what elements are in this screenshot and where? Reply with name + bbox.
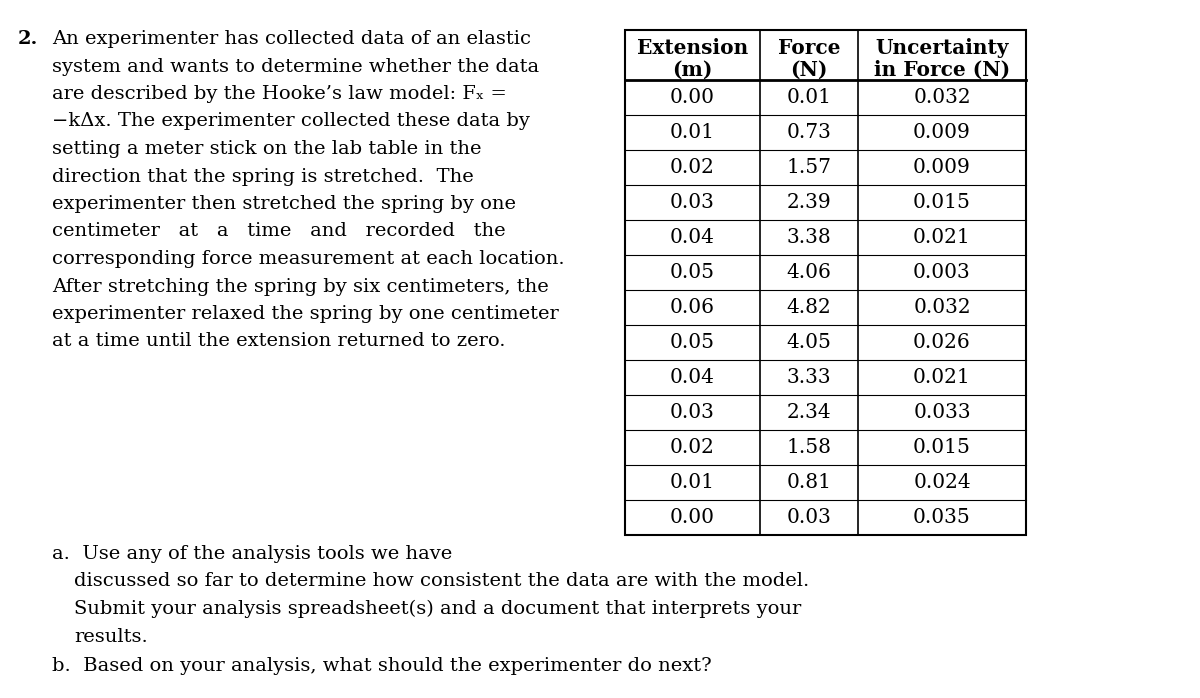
Text: 0.021: 0.021 [913,368,971,387]
Text: experimenter then stretched the spring by one: experimenter then stretched the spring b… [52,195,516,213]
Text: Uncertainty: Uncertainty [875,38,1009,58]
Text: 0.73: 0.73 [786,123,832,142]
Text: 0.02: 0.02 [670,158,715,177]
Text: 0.01: 0.01 [786,88,832,107]
Text: 0.01: 0.01 [670,123,715,142]
Text: 2.: 2. [18,30,38,48]
Text: 0.026: 0.026 [913,333,971,352]
Text: in Force (N): in Force (N) [874,60,1010,80]
Bar [625,30,1026,535]
Text: 0.03: 0.03 [670,403,715,422]
Text: 0.01: 0.01 [670,473,715,492]
Text: 0.024: 0.024 [913,473,971,492]
Text: 0.032: 0.032 [913,298,971,317]
Text: direction that the spring is stretched.  The: direction that the spring is stretched. … [52,168,474,186]
Text: Extension: Extension [637,38,748,58]
Text: Force: Force [778,38,840,58]
Text: (N): (N) [791,60,828,80]
Text: 0.04: 0.04 [670,228,715,247]
Text: 2.39: 2.39 [787,193,832,212]
Text: 0.032: 0.032 [913,88,971,107]
Text: experimenter relaxed the spring by one centimeter: experimenter relaxed the spring by one c… [52,305,559,323]
Text: 1.58: 1.58 [786,438,832,457]
Text: 0.00: 0.00 [670,88,715,107]
Text: −kΔx. The experimenter collected these data by: −kΔx. The experimenter collected these d… [52,112,530,131]
Text: a.  Use any of the analysis tools we have: a. Use any of the analysis tools we have [52,545,452,563]
Text: 0.06: 0.06 [670,298,715,317]
Text: setting a meter stick on the lab table in the: setting a meter stick on the lab table i… [52,140,481,158]
Text: 2.34: 2.34 [787,403,832,422]
Text: discussed so far to determine how consistent the data are with the model.: discussed so far to determine how consis… [74,572,809,591]
Text: 3.33: 3.33 [787,368,832,387]
Text: (m): (m) [672,60,713,80]
Text: 0.021: 0.021 [913,228,971,247]
Text: 4.82: 4.82 [787,298,832,317]
Text: 4.05: 4.05 [786,333,832,352]
Text: centimeter   at   a   time   and   recorded   the: centimeter at a time and recorded the [52,223,505,241]
Text: 1.57: 1.57 [786,158,832,177]
Text: 0.03: 0.03 [670,193,715,212]
Text: After stretching the spring by six centimeters, the: After stretching the spring by six centi… [52,278,548,295]
Text: 0.05: 0.05 [670,333,715,352]
Text: 4.06: 4.06 [786,263,832,282]
Text: 0.003: 0.003 [913,263,971,282]
Text: 0.015: 0.015 [913,438,971,457]
Text: 0.015: 0.015 [913,193,971,212]
Text: b.  Based on your analysis, what should the experimenter do next?: b. Based on your analysis, what should t… [52,657,712,675]
Text: 0.03: 0.03 [786,508,832,527]
Text: results.: results. [74,628,148,646]
Text: 3.38: 3.38 [787,228,832,247]
Text: system and wants to determine whether the data: system and wants to determine whether th… [52,57,539,75]
Text: 0.04: 0.04 [670,368,715,387]
Text: 0.02: 0.02 [670,438,715,457]
Text: 0.009: 0.009 [913,123,971,142]
Text: 0.00: 0.00 [670,508,715,527]
Text: 0.81: 0.81 [786,473,832,492]
Text: Submit your analysis spreadsheet(s) and a document that interprets your: Submit your analysis spreadsheet(s) and … [74,600,802,618]
Text: corresponding force measurement at each location.: corresponding force measurement at each … [52,250,565,268]
Text: 0.033: 0.033 [913,403,971,422]
Text: 0.035: 0.035 [913,508,971,527]
Text: 0.05: 0.05 [670,263,715,282]
Text: 0.009: 0.009 [913,158,971,177]
Text: at a time until the extension returned to zero.: at a time until the extension returned t… [52,332,505,350]
Text: are described by the Hooke’s law model: Fₓ =: are described by the Hooke’s law model: … [52,85,506,103]
Text: An experimenter has collected data of an elastic: An experimenter has collected data of an… [52,30,530,48]
